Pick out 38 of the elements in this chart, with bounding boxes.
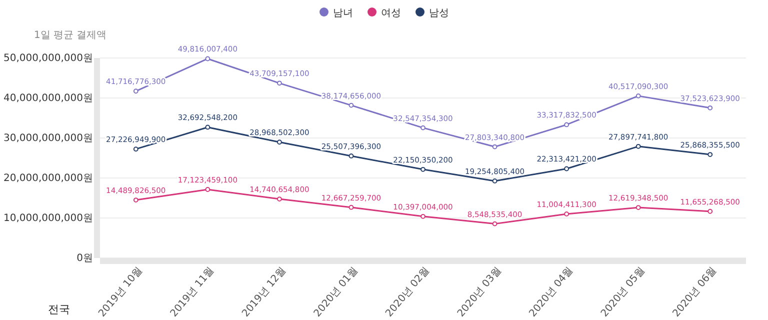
y-tick-label: 40,000,000,000원 [3,93,93,104]
point [276,196,282,202]
point [492,144,498,150]
y-axis-title: 1일 평균 결제액 [34,30,107,41]
y-tick-label: 0원 [76,253,93,264]
point [348,204,354,210]
point [276,80,282,86]
point [636,93,641,98]
legend-label: 남녀 [333,8,353,19]
point [420,214,426,219]
point [708,105,713,110]
point [276,140,282,145]
point [205,56,210,62]
point [205,124,210,130]
legend-label: 여성 [381,8,401,19]
point [708,152,713,157]
text: 전국 [48,303,70,316]
point [492,221,498,226]
point [636,144,641,149]
y-tick-label: 20,000,000,000원 [3,173,93,184]
y-tick-label: 30,000,000,000원 [3,133,93,144]
y-tick-label: 10,000,000,000원 [3,213,93,224]
point [564,212,570,216]
point [133,198,138,202]
point [133,146,138,152]
point [492,178,498,184]
point [420,125,426,130]
point [564,122,570,128]
point [564,166,570,172]
point [205,187,210,192]
y-tick-label: 50,000,000,000원 [3,53,93,64]
point [348,154,354,158]
point [708,208,713,214]
point [348,102,354,108]
point [420,166,426,172]
legend-label: 남성 [429,8,449,19]
point [636,205,641,210]
point [133,88,138,94]
